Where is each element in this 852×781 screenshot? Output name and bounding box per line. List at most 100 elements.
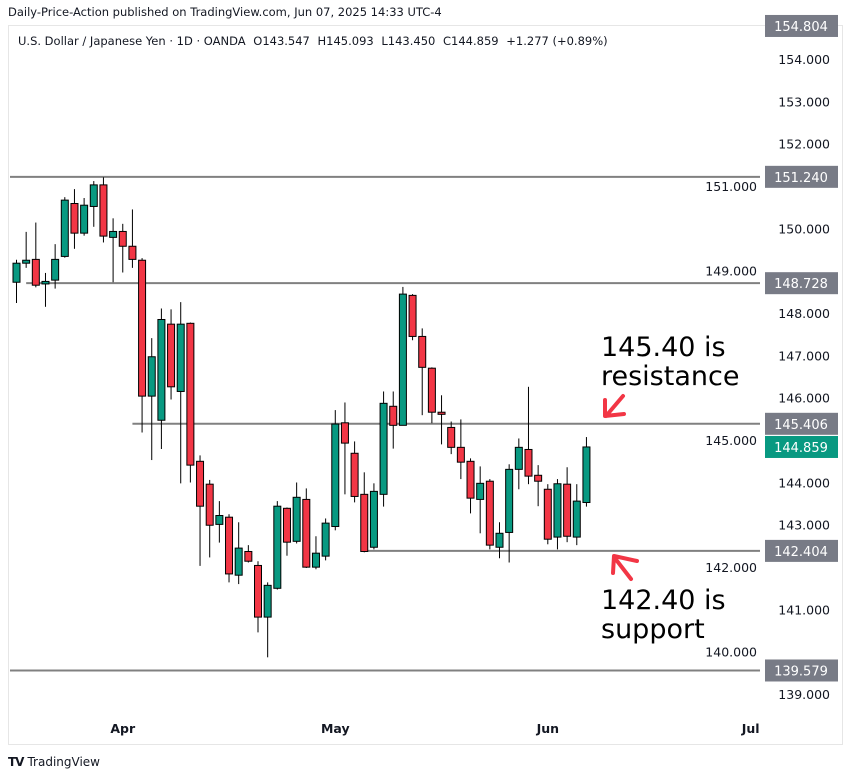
- price-tick-label: 150.000: [778, 221, 830, 236]
- candle-up: [273, 505, 282, 589]
- candle-down: [138, 259, 147, 397]
- candle-down: [244, 550, 253, 562]
- candle-up: [553, 483, 562, 538]
- time-axis-label: May: [321, 721, 350, 736]
- chart-frame: [8, 25, 843, 745]
- ohlc-low: L143.450: [381, 34, 436, 48]
- time-axis-label: Apr: [110, 721, 136, 736]
- candle-up: [476, 482, 485, 500]
- symbol-name: U.S. Dollar / Japanese Yen · 1D · OANDA: [18, 34, 246, 48]
- price-tick-label: 143.000: [778, 518, 830, 533]
- last-price-label-bg: [765, 435, 838, 458]
- resistance-arrow-icon: [603, 394, 626, 418]
- candle-up: [398, 293, 407, 426]
- price-tick-label: 149.000: [705, 264, 757, 279]
- candle-up: [109, 230, 118, 238]
- price-tick-label: 152.000: [778, 137, 830, 152]
- support-arrow-icon: [611, 554, 639, 581]
- candle-up: [514, 446, 523, 470]
- tradingview-logo-icon: 𝗧𝗩: [8, 755, 25, 769]
- price-tick-label: 142.000: [705, 560, 757, 575]
- price-tick-label: 141.000: [778, 602, 830, 617]
- published-by-text: Daily-Price-Action published on TradingV…: [8, 5, 442, 19]
- candle-down: [282, 507, 291, 543]
- candle-up: [41, 280, 50, 285]
- price-tick-label: 146.000: [778, 391, 830, 406]
- top-price-label: 154.804: [774, 20, 828, 35]
- level-price-label: 142.404: [774, 545, 828, 560]
- candle-up: [60, 199, 69, 257]
- time-axis-label: Jun: [536, 721, 559, 736]
- candle-down: [543, 488, 552, 540]
- candle-down: [31, 258, 40, 286]
- candle-down: [418, 335, 427, 368]
- level-price-label: 148.728: [774, 277, 828, 292]
- candle-down: [99, 184, 108, 237]
- ohlc-close: C144.859: [443, 34, 499, 48]
- candle-up: [147, 356, 156, 397]
- candle-up: [311, 552, 320, 568]
- candle-down: [563, 483, 572, 537]
- candle-up: [379, 402, 388, 495]
- candle-up: [89, 184, 98, 207]
- candle-down: [196, 460, 205, 507]
- level-price-label-bg: [765, 659, 838, 682]
- candle-up: [505, 468, 514, 533]
- price-tick-label: 147.000: [778, 348, 830, 363]
- candle-down: [456, 446, 465, 463]
- candle-up: [582, 446, 591, 504]
- candle-up: [215, 515, 224, 525]
- candle-up: [80, 204, 89, 234]
- price-tick-label: 154.000: [778, 52, 830, 67]
- candle-up: [331, 423, 340, 528]
- candle-down: [350, 452, 359, 497]
- candle-down: [70, 203, 79, 234]
- candle-up: [157, 319, 166, 421]
- candle-down: [205, 483, 214, 526]
- candle-down: [340, 422, 349, 444]
- price-tick-label: 153.000: [778, 94, 830, 109]
- candle-up: [321, 522, 330, 557]
- candle-up: [572, 500, 581, 538]
- candle-down: [466, 460, 475, 499]
- candle-down: [360, 493, 369, 552]
- price-tick-label: 148.000: [778, 306, 830, 321]
- candle-down: [408, 294, 417, 337]
- candle-down: [534, 474, 543, 482]
- candle-down: [118, 230, 127, 247]
- time-axis-label: Jul: [741, 721, 760, 736]
- last-price-label: 144.859: [774, 441, 828, 456]
- candle-up: [176, 323, 185, 392]
- support-annotation: 142.40 is support: [601, 585, 726, 645]
- candle-down: [485, 480, 494, 546]
- candle-up: [369, 490, 378, 548]
- candle-up: [51, 258, 60, 281]
- candle-up: [22, 259, 31, 264]
- candle-down: [225, 516, 234, 575]
- candle-down: [447, 426, 456, 448]
- level-price-label: 145.406: [774, 418, 828, 433]
- tradingview-brand[interactable]: 𝗧𝗩 TradingView: [8, 755, 100, 769]
- candle-down: [186, 322, 195, 466]
- candle-down: [254, 564, 262, 618]
- candle-down: [167, 323, 176, 388]
- candle-down: [524, 448, 533, 477]
- price-tick-label: 145.000: [705, 433, 757, 448]
- symbol-legend: U.S. Dollar / Japanese Yen · 1D · OANDA …: [18, 34, 612, 48]
- resistance-annotation: 145.40 is resistance: [601, 332, 740, 392]
- candle-up: [292, 496, 301, 542]
- level-price-label-bg: [765, 412, 838, 435]
- candle-down: [437, 411, 446, 415]
- candle-down: [302, 498, 311, 568]
- candle-down: [389, 405, 398, 426]
- candle-up: [495, 532, 504, 548]
- brand-name: TradingView: [27, 755, 100, 769]
- candle-up: [263, 584, 272, 618]
- candle-up: [234, 547, 243, 576]
- price-tick-label: 144.000: [778, 475, 830, 490]
- price-tick-label: 139.000: [778, 687, 830, 702]
- top-price-label-bg: [765, 14, 838, 37]
- candle-down: [128, 245, 137, 260]
- ohlc-open: O143.547: [253, 34, 310, 48]
